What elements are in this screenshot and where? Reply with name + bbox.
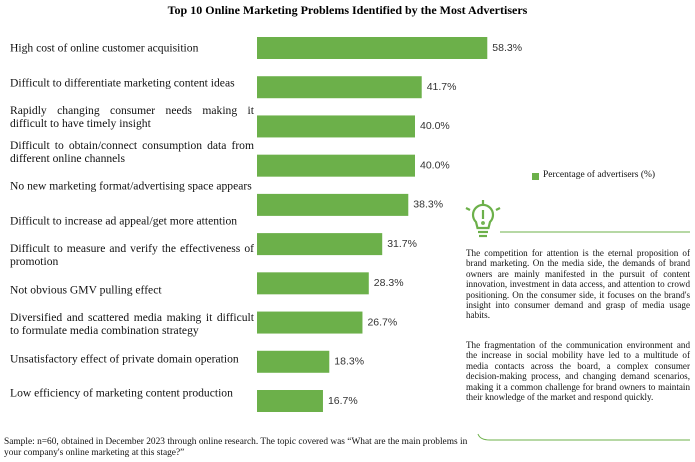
annotation: The fragmentation of the communication e… (466, 340, 690, 403)
bar (257, 311, 363, 334)
value-label: 16.7% (328, 395, 358, 407)
bar (257, 76, 422, 99)
bar (257, 390, 323, 412)
y-tick-label: Not obvious GMV pulling effect (10, 283, 162, 296)
value-label: 41.7% (427, 81, 457, 93)
chart-title: Top 10 Online Marketing Problems Identif… (167, 3, 528, 17)
y-tick-label: Difficult to obtain/connect consumption … (10, 138, 254, 165)
y-tick-label: Difficult to differentiate marketing con… (10, 76, 235, 89)
bar (257, 350, 330, 373)
value-label: 58.3% (492, 42, 522, 54)
legend-label: Percentage of advertisers (%) (543, 170, 656, 180)
bar (257, 272, 369, 295)
value-label: 26.7% (367, 316, 397, 328)
bar (257, 115, 415, 138)
y-tick-label: No new marketing format/advertising spac… (10, 179, 252, 193)
y-tick-label: Unsatisfactory effect of private domain … (10, 352, 239, 365)
bar (257, 193, 409, 216)
lightbulb-icon (465, 200, 501, 238)
annotation: The competition for attention is the ete… (466, 248, 690, 321)
bar (257, 37, 488, 59)
value-label: 40.0% (420, 159, 450, 171)
legend-swatch (532, 173, 539, 180)
y-tick-label: Difficult to increase ad appeal/get more… (10, 214, 238, 227)
y-tick-label: Low efficiency of marketing content prod… (10, 386, 233, 400)
y-tick-label: Rapidly changing consumer needs making i… (10, 104, 254, 130)
footnote: Sample: n=60, obtained in December 2023 … (4, 437, 468, 458)
frame-line (477, 433, 690, 441)
value-label: 40.0% (420, 120, 450, 132)
y-tick-label: High cost of online customer acquisition (10, 41, 199, 55)
value-label: 28.3% (374, 277, 404, 289)
bar (257, 154, 415, 177)
value-label: 31.7% (387, 238, 417, 250)
y-tick-label: Diversified and scattered media making i… (10, 311, 254, 337)
bar (257, 233, 383, 256)
y-tick-label: Difficult to measure and verify the effe… (10, 242, 254, 268)
value-label: 38.3% (413, 199, 443, 211)
value-label: 18.3% (334, 356, 364, 368)
